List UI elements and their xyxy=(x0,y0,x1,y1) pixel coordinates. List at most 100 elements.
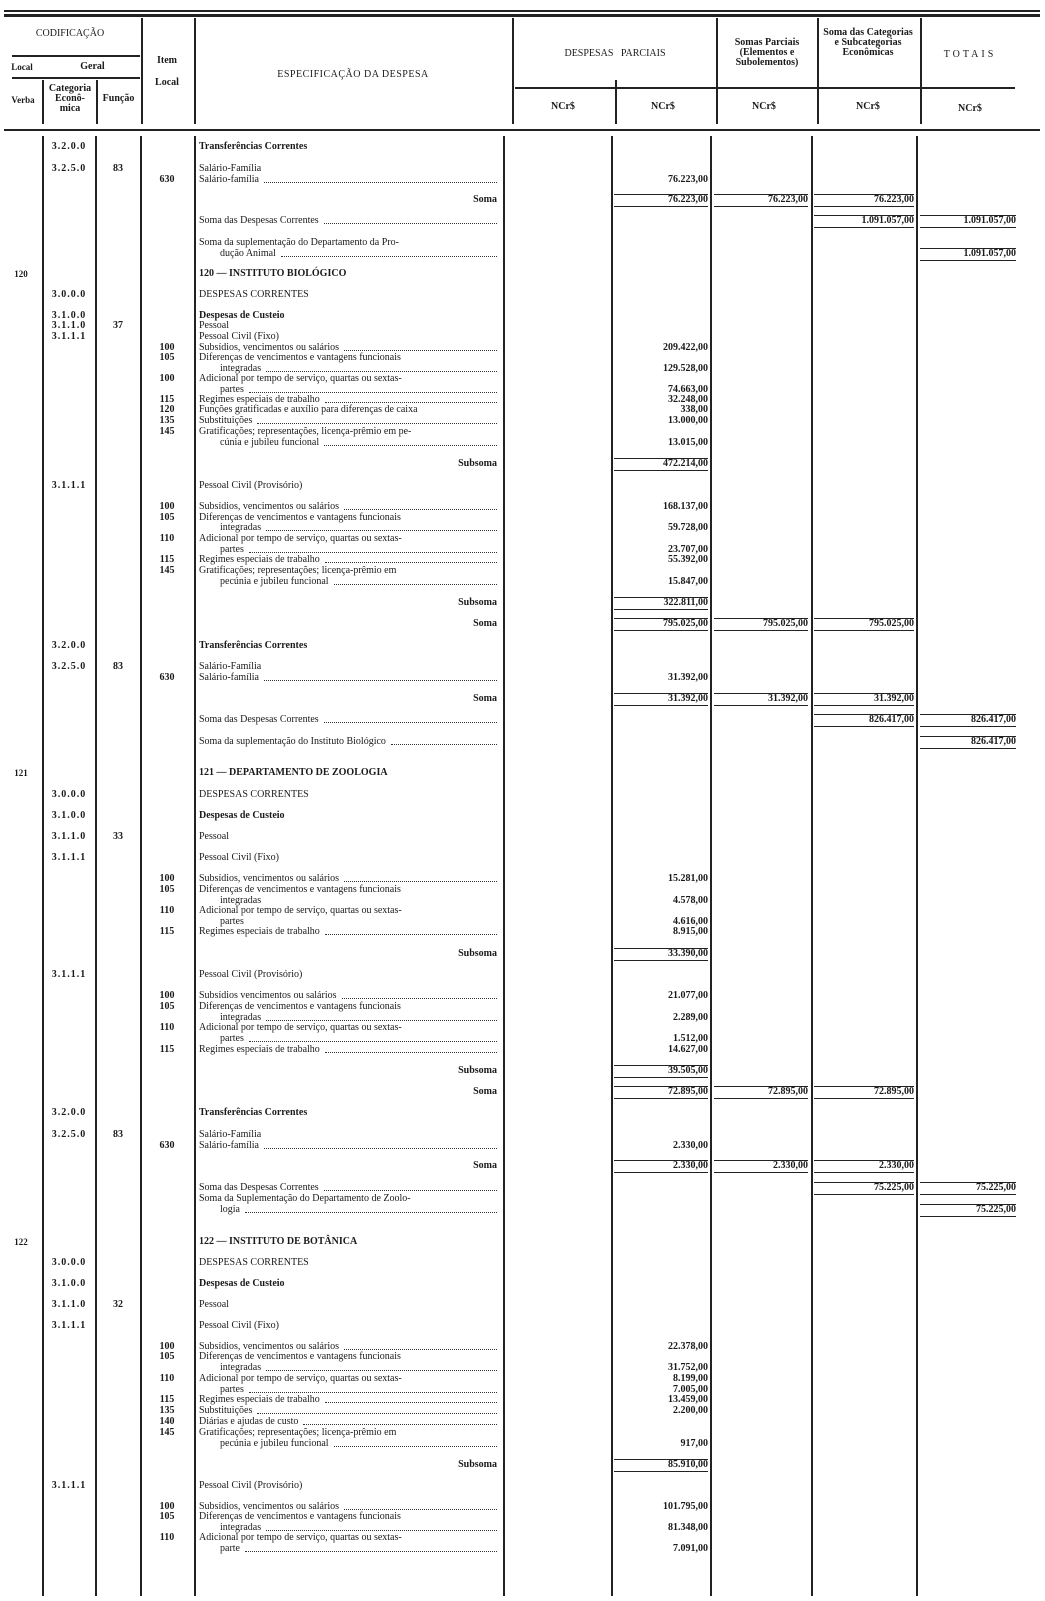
dot-leader xyxy=(248,1384,497,1393)
dot-leader xyxy=(257,415,497,424)
table-row: pecúnia e jubileu funcional 15.847,00 xyxy=(0,576,1045,588)
table-row: Soma 72.895,00 72.895,00 72.895,00 xyxy=(0,1086,1045,1099)
description-text: Diferenças de vencimentos e vantagens fu… xyxy=(199,512,401,523)
description-text: DESPESAS CORRENTES xyxy=(199,289,309,300)
despesa-parcial-value: 2.330,00 xyxy=(614,1160,708,1173)
expense-description: partes xyxy=(220,384,497,396)
dot-leader xyxy=(263,174,497,183)
table-row: 630 Salário-família 76.223,00 xyxy=(0,174,1045,186)
expense-description: Gratificações; representações; licença-p… xyxy=(199,1427,497,1439)
table-row: Subsoma 322.811,00 xyxy=(0,597,1045,610)
despesa-parcial-value: 472.214,00 xyxy=(614,458,708,471)
table-row: parte 7.091,00 xyxy=(0,1543,1045,1555)
soma-categoria-value: 72.895,00 xyxy=(814,1086,914,1099)
item-local-code: 100 xyxy=(159,873,175,884)
expense-description: Soma xyxy=(199,1160,497,1172)
table-row: Soma 2.330,00 2.330,00 2.330,00 xyxy=(0,1160,1045,1173)
description-text: Salário-Família xyxy=(199,163,262,174)
item-local-code: 115 xyxy=(159,394,175,405)
item-local-code: 105 xyxy=(159,1001,175,1012)
despesa-parcial-value: 39.505,00 xyxy=(614,1065,708,1078)
item-local-code: 135 xyxy=(159,415,175,426)
table-row: integradas 81.348,00 xyxy=(0,1522,1045,1534)
despesa-parcial-value: 31.392,00 xyxy=(614,693,708,706)
despesa-parcial-value: 21.077,00 xyxy=(668,990,708,1001)
description-text: partes xyxy=(220,544,244,555)
table-row: 145 Gratificações; representações, licenç… xyxy=(0,426,1045,438)
description-text: Pessoal Civil (Provisório) xyxy=(199,480,303,491)
description-text: Regimes especiais de trabalho xyxy=(199,1394,320,1405)
dot-leader xyxy=(344,873,497,882)
item-local-code: 145 xyxy=(159,565,175,576)
table-row: integradas 129.528,00 xyxy=(0,363,1045,375)
categoria-economica-code: 3.1.1.1 xyxy=(51,480,87,491)
table-row: 135 Substituições 2.200,00 xyxy=(0,1405,1045,1417)
expense-description: Despesas de Custeio xyxy=(199,310,497,322)
table-row: 110 Adicional por tempo de serviço, quart… xyxy=(0,1022,1045,1034)
categoria-economica-code: 3.1.1.1 xyxy=(51,1320,87,1331)
dot-leader xyxy=(344,342,497,351)
col-rule xyxy=(141,18,143,124)
despesa-parcial-value: 31.752,00 xyxy=(668,1362,708,1373)
description-text: Regimes especiais de trabalho xyxy=(199,1044,320,1055)
item-local-code: 115 xyxy=(159,554,175,565)
despesa-parcial-value: 8.915,00 xyxy=(673,926,708,937)
soma-categoria-value: 2.330,00 xyxy=(814,1160,914,1173)
col-rule xyxy=(96,80,98,124)
description-text: integradas xyxy=(220,1012,262,1023)
table-row: 115 Regimes especiais de trabalho 14.627,0… xyxy=(0,1044,1045,1056)
description-text: Pessoal xyxy=(199,320,229,331)
table-row: 630 Salário-família 2.330,00 xyxy=(0,1140,1045,1152)
table-row: 120 Funções gratificadas e auxílio para d… xyxy=(0,404,1045,416)
description-text: Subsoma xyxy=(458,1459,497,1470)
expense-description: Pessoal Civil (Fixo) xyxy=(199,331,497,343)
col-rule xyxy=(615,80,617,124)
expense-description: Funções gratificadas e auxílio para dife… xyxy=(199,404,497,416)
dot-leader xyxy=(344,1501,497,1510)
expense-description: pecúnia e jubileu funcional xyxy=(220,1438,497,1450)
verba-code: 121 xyxy=(14,768,28,778)
table-row: 3.1.0.0 Despesas de Custeio xyxy=(0,1278,1045,1290)
currency-header: NCr$ xyxy=(551,101,575,112)
description-text: 122 — INSTITUTO DE BOTÂNICA xyxy=(199,1236,358,1247)
table-row: integradas 2.289,00 xyxy=(0,1012,1045,1024)
table-row: 100 Subsídios vencimentos ou salários 21.0… xyxy=(0,990,1045,1002)
description-text: Soma da Suplementação do Departamento de… xyxy=(199,1193,411,1204)
despesa-parcial-value: 2.289,00 xyxy=(673,1012,708,1023)
description-text: Substituições xyxy=(199,1405,253,1416)
despesa-parcial-value: 101.795,00 xyxy=(663,1501,708,1512)
dot-leader xyxy=(324,1394,497,1403)
item-local-code: 115 xyxy=(159,926,175,937)
categoria-economica-code: 3.0.0.0 xyxy=(51,1257,87,1268)
funcao-code: 32 xyxy=(113,1299,123,1310)
expense-description: Salário-Família xyxy=(199,661,497,673)
item-local-code: 105 xyxy=(159,884,175,895)
dot-leader xyxy=(344,1341,497,1350)
expense-description: Subsídios, vencimentos ou salários xyxy=(199,1341,497,1353)
expense-description: 121 — DEPARTAMENTO DE ZOOLOGIA xyxy=(199,767,497,779)
description-text: pecúnia e jubileu funcional xyxy=(220,1438,329,1449)
expense-description: cúnia e jubileu funcional xyxy=(220,437,497,449)
dot-leader xyxy=(341,990,497,999)
table-row: integradas 31.752,00 xyxy=(0,1362,1045,1374)
expense-description: Soma das Despesas Correntes xyxy=(199,215,497,227)
description-text: integradas xyxy=(220,363,262,374)
expense-description: partes xyxy=(220,916,497,928)
description-text: Pessoal Civil (Fixo) xyxy=(199,331,280,342)
dot-leader xyxy=(323,215,497,224)
item-local-code: 630 xyxy=(159,174,175,185)
despesa-parcial-value: 168.137,00 xyxy=(663,501,708,512)
expense-description: Subsídios, vencimentos ou salários xyxy=(199,501,497,513)
expense-description: Salário-Família xyxy=(199,1129,497,1141)
description-text: Soma das Despesas Correntes xyxy=(199,215,319,226)
dot-leader xyxy=(266,363,497,372)
expense-description: partes xyxy=(220,1384,497,1396)
table-row: 122 122 — INSTITUTO DE BOTÂNICA xyxy=(0,1236,1045,1248)
despesa-parcial-value: 55.392,00 xyxy=(668,554,708,565)
table-row: partes 7.005,00 xyxy=(0,1384,1045,1396)
despesa-parcial-value: 59.728,00 xyxy=(668,522,708,533)
table-row: 3.1.1.1 Pessoal Civil (Provisório) xyxy=(0,969,1045,981)
description-text: Subsoma xyxy=(458,948,497,959)
table-row: integradas 4.578,00 xyxy=(0,895,1045,907)
expense-description: Soma das Despesas Correntes xyxy=(199,1182,497,1194)
